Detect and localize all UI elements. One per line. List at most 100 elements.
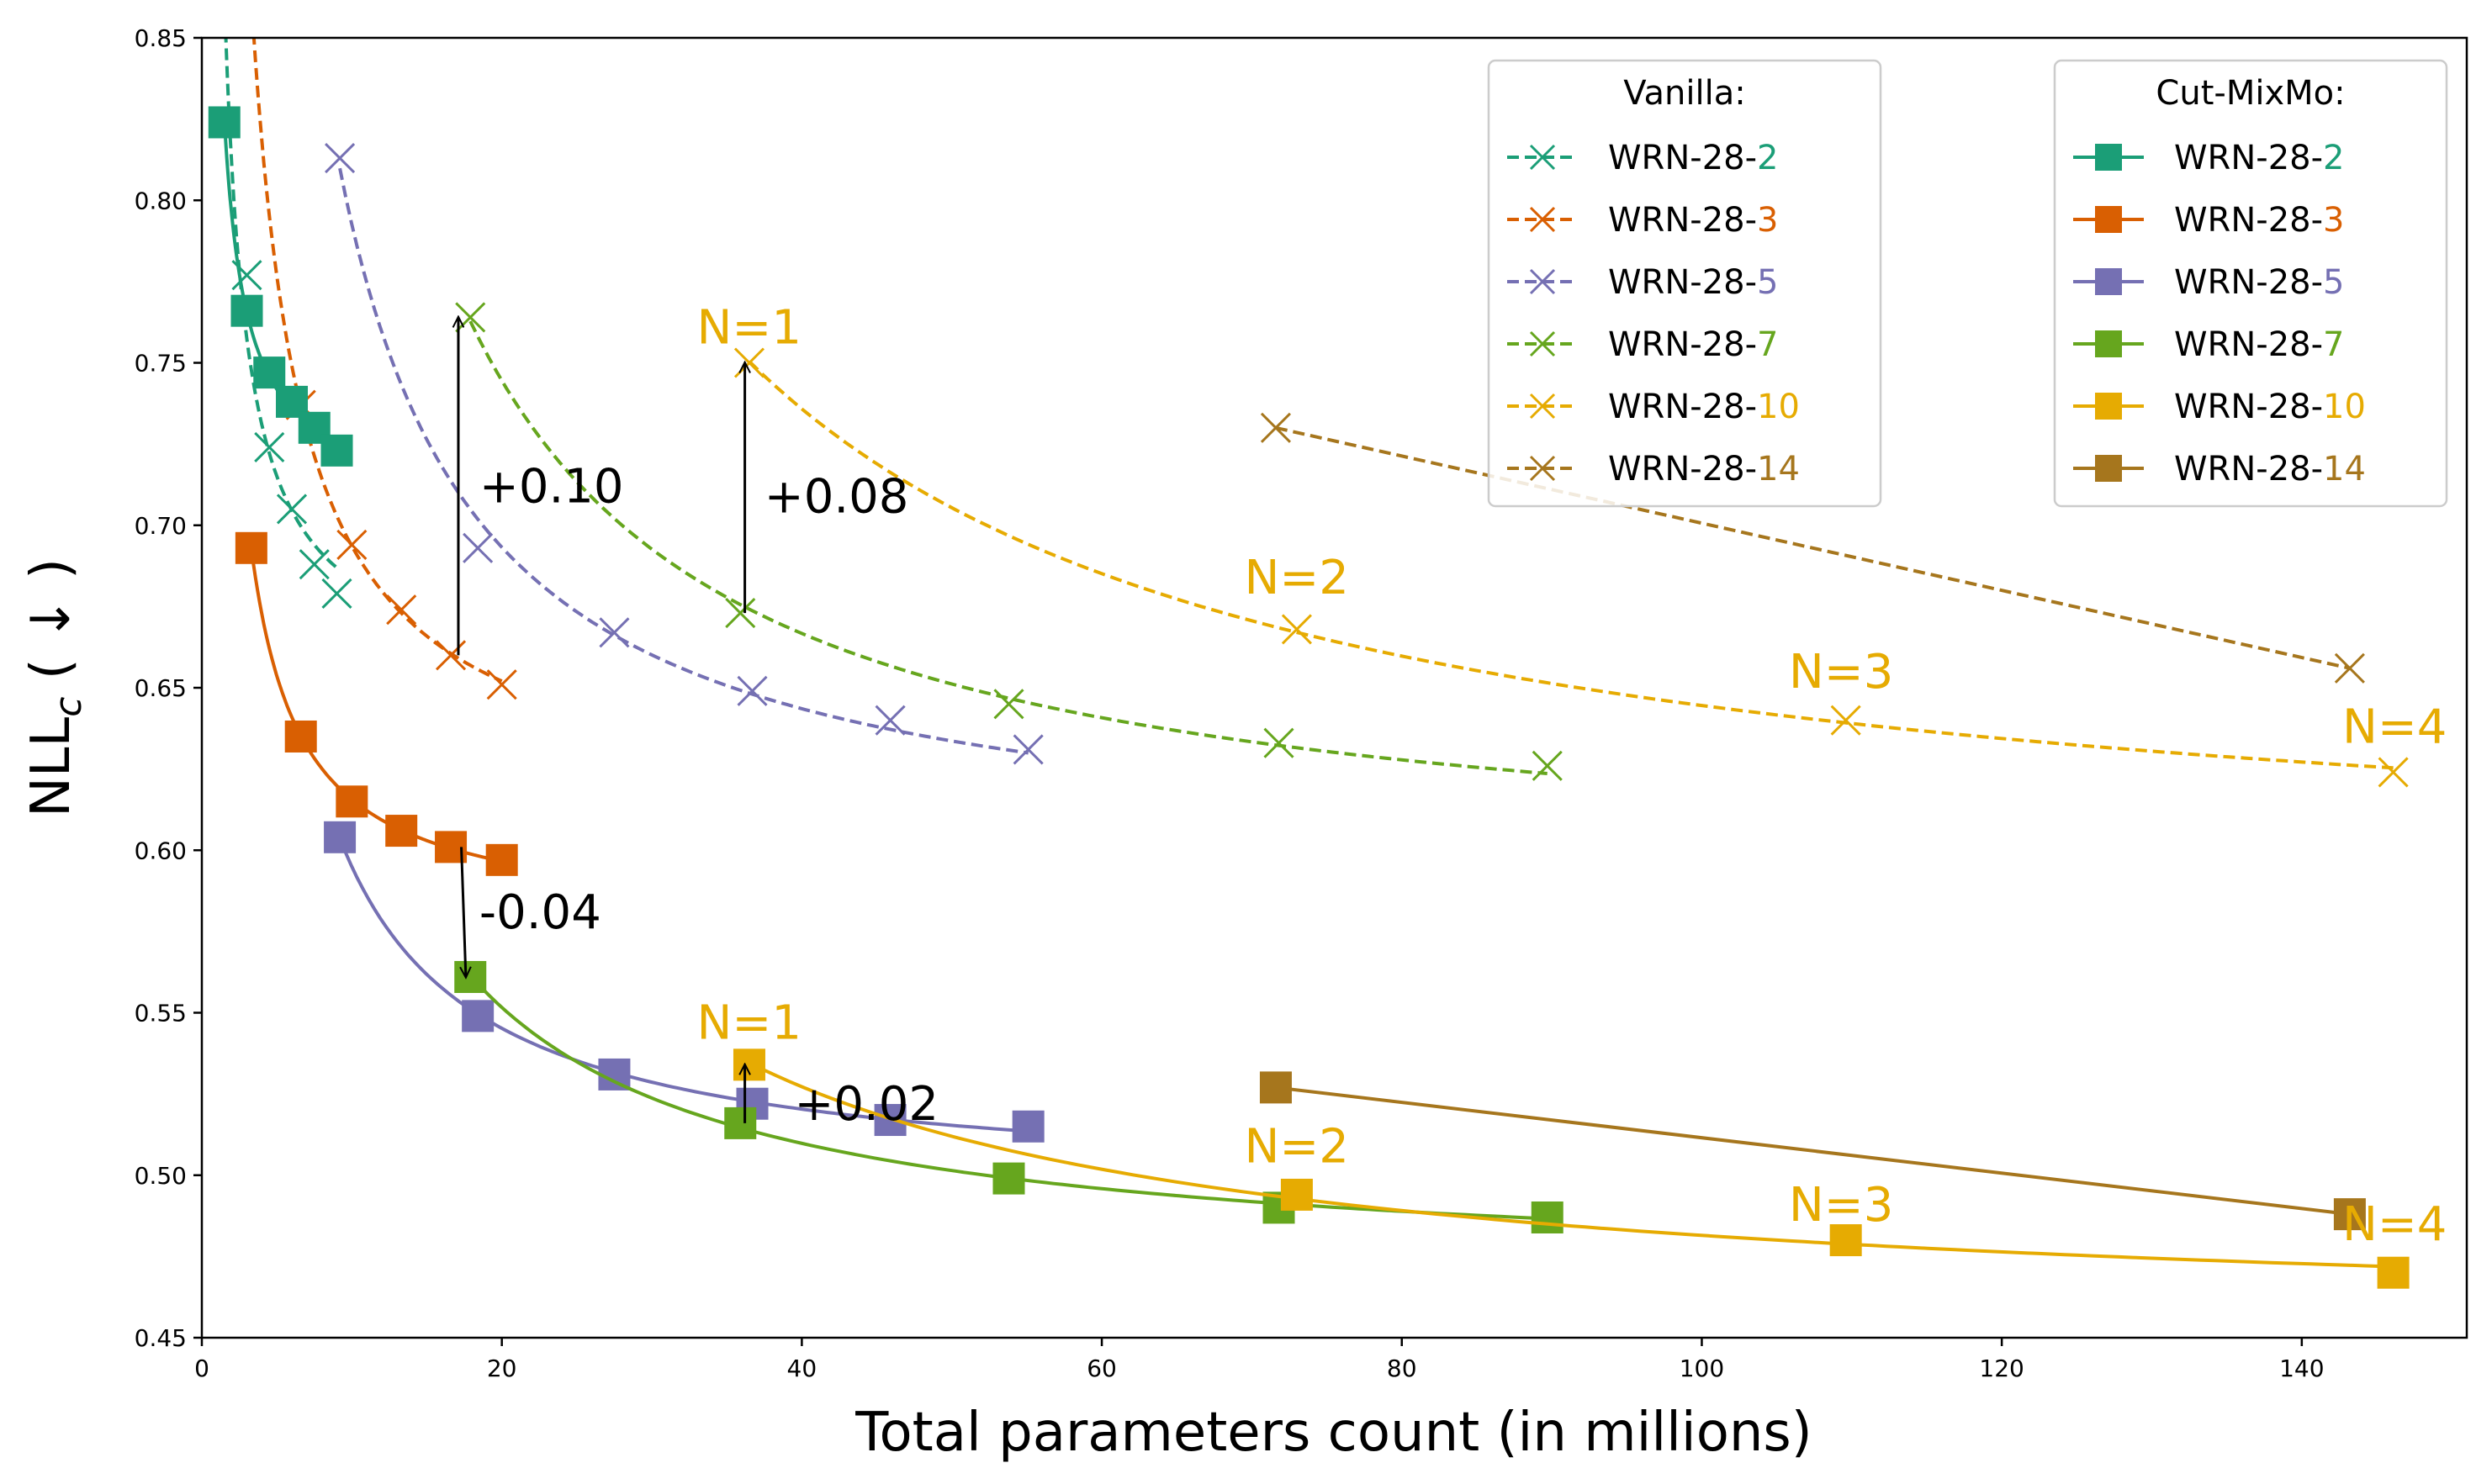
data-point-square-marker (230, 294, 263, 327)
y-axis-title-suffix: ( ↓ ) (20, 558, 82, 697)
y-tick-label: 0.45 (135, 1324, 187, 1352)
data-point-x-marker (463, 532, 494, 563)
series-wrn-28-14-vanilla (1260, 412, 2365, 684)
data-point-square-marker (2377, 1256, 2410, 1289)
y-tick-label: 0.60 (135, 837, 187, 864)
data-point-x-marker (725, 598, 756, 629)
legend-x-marker (1529, 144, 1556, 171)
data-point-square-marker (336, 785, 368, 818)
y-tick-label: 0.55 (135, 1000, 187, 1027)
legend-label-width: 7 (1757, 325, 1778, 364)
data-point-square-marker (324, 821, 357, 853)
data-point-square-marker (320, 434, 353, 467)
series-wrn-28-5-cut-mixmo (324, 821, 1045, 1143)
legend-label-prefix: WRN-28- (1608, 263, 1757, 302)
series-wrn-28-3-vanilla (251, 38, 517, 700)
legend-x-marker (1529, 330, 1556, 357)
annotation-layer: N=1 N=2 N=3 N=4 N=1 N=2 N=3 N=4 +0.10 +0.08 -0.04 +… (458, 300, 2447, 1252)
delta-label: +0.10 (479, 460, 624, 515)
ticks-layer: 0 20 40 60 80 100 120 140 0.45 0.50 0.55 0.60 0.65 0.… (135, 24, 2325, 1382)
ensemble-size-label: N=4 (2342, 1197, 2447, 1252)
data-point-square-marker (235, 531, 267, 564)
legend-label-prefix: WRN-28- (1608, 325, 1757, 364)
legend-label-width: 5 (2323, 263, 2344, 302)
data-point-square-marker (724, 1106, 757, 1139)
data-point-x-marker (336, 529, 368, 561)
data-point-x-marker (1532, 750, 1563, 781)
legend-label-prefix: WRN-28- (2174, 201, 2323, 240)
legend-vanilla: Vanilla:WRN-28-2WRN-28-3WRN-28-5WRN-28-7… (1487, 59, 1882, 508)
ensemble-size-label: N=1 (697, 995, 802, 1050)
delta-label: +0.08 (765, 469, 909, 524)
legend-label-prefix: WRN-28- (2174, 325, 2323, 364)
delta-arrow (462, 847, 466, 977)
y-tick-label: 0.70 (135, 512, 187, 540)
legend-label-width: 2 (1757, 139, 1778, 177)
legend-label-width: 3 (1757, 201, 1778, 240)
data-point-x-marker (1830, 705, 1861, 736)
data-point-x-marker (1260, 412, 1292, 443)
x-tick-label: 140 (2279, 1355, 2324, 1382)
data-point-square-marker (253, 356, 286, 389)
legend-label-prefix: WRN-28- (2174, 450, 2323, 489)
series-line-wrn-28-14-vanilla (1275, 425, 2351, 670)
series-line-wrn-28-5-vanilla (338, 167, 1029, 755)
series-layer (208, 38, 2410, 1289)
series-line-wrn-28-10-vanilla (748, 360, 2394, 770)
series-wrn-28-2-cut-mixmo (208, 106, 353, 467)
legend-label-width: 10 (2323, 388, 2366, 426)
legend-label-width: 3 (2323, 201, 2344, 240)
data-point-x-marker (386, 594, 417, 626)
x-axis-title: Total parameters count (in millions) (854, 1402, 1812, 1464)
data-point-square-marker (462, 1000, 495, 1032)
legend-label-width: 10 (1757, 388, 1800, 426)
data-point-square-marker (2333, 1198, 2366, 1231)
data-point-x-marker (1013, 734, 1044, 765)
data-point-square-marker (1829, 1224, 1862, 1257)
legend-label-wrn-28-3: WRN-28-3 (1608, 201, 1778, 240)
data-point-x-marker (325, 142, 356, 174)
series-wrn-28-2-vanilla (224, 38, 352, 609)
legend-label-prefix: WRN-28- (1608, 450, 1757, 489)
legend-label-wrn-28-5: WRN-28-5 (2174, 263, 2344, 302)
ensemble-size-label: N=2 (1244, 551, 1348, 605)
legend-label-wrn-28-10: WRN-28-10 (2174, 388, 2366, 426)
legend-label-width: 14 (2323, 450, 2366, 489)
series-line-wrn-28-14-cut-mixmo (1275, 1085, 2351, 1217)
data-point-x-marker (2334, 652, 2365, 684)
data-point-square-marker (1280, 1178, 1313, 1211)
x-tick-label: 20 (487, 1355, 517, 1382)
x-tick-label: 60 (1087, 1355, 1117, 1382)
data-point-square-marker (1012, 1110, 1045, 1143)
legend-title: Vanilla: (1623, 74, 1745, 113)
legend-label-prefix: WRN-28- (1608, 139, 1757, 177)
series-line-wrn-28-10-cut-mixmo (749, 1061, 2394, 1269)
y-tick-label: 0.80 (135, 187, 187, 214)
data-point-x-marker (321, 578, 352, 609)
legend-label-wrn-28-2: WRN-28-2 (1608, 139, 1778, 177)
data-point-square-marker (1259, 1071, 1292, 1104)
legend-label-prefix: WRN-28- (1608, 388, 1757, 426)
data-point-square-marker (208, 106, 241, 139)
y-axis-title-subscript: c (47, 697, 90, 717)
legend-label-width: 7 (2323, 325, 2344, 364)
data-point-x-marker (1281, 614, 1312, 645)
series-wrn-28-14-cut-mixmo (1259, 1071, 2366, 1231)
x-tick-label: 40 (787, 1355, 817, 1382)
legend-frame (1487, 59, 1882, 508)
y-axis-title: NLLc ( ↓ ) (20, 558, 90, 817)
data-point-square-marker (385, 815, 418, 848)
y-axis-title-main: NLL (20, 716, 82, 817)
data-point-square-marker (1531, 1201, 1563, 1233)
legend-label-prefix: WRN-28- (1608, 201, 1757, 240)
data-point-square-marker (992, 1162, 1025, 1195)
legend-square-marker (2095, 268, 2122, 295)
ensemble-size-label: N=3 (1789, 1178, 1893, 1233)
y-tick-label: 0.75 (135, 350, 187, 378)
legend-label-wrn-28-10: WRN-28-10 (1608, 388, 1800, 426)
legend-label-wrn-28-14: WRN-28-14 (2174, 450, 2366, 489)
x-tick-label: 120 (1979, 1355, 2024, 1382)
series-wrn-28-10-cut-mixmo (733, 1048, 2410, 1289)
data-point-x-marker (993, 689, 1024, 720)
